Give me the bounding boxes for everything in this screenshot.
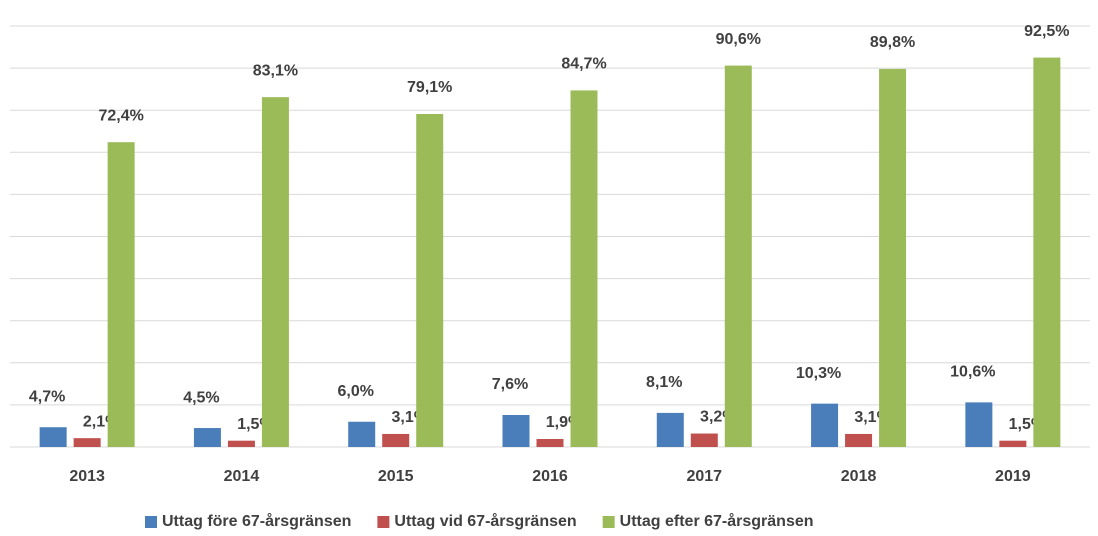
legend-swatch: [377, 516, 390, 528]
data-label: 89,8%: [870, 34, 915, 51]
x-tick-label: 2014: [224, 468, 260, 485]
legend-label: Uttag vid 67-årsgränsen: [394, 512, 576, 530]
bar: [39, 427, 67, 447]
bar: [845, 433, 873, 447]
legend-swatch: [602, 516, 615, 528]
data-label: 10,6%: [950, 364, 995, 381]
data-label: 8,1%: [646, 374, 682, 391]
bar: [227, 440, 255, 447]
legend-label: Uttag efter 67-årsgränsen: [620, 512, 814, 530]
x-tick-label: 2019: [995, 468, 1031, 485]
x-tick-label: 2015: [378, 468, 414, 485]
bar: [502, 415, 530, 447]
bar: [879, 68, 907, 447]
data-label: 4,5%: [183, 389, 219, 406]
bar: [965, 402, 993, 447]
legend-swatch: [145, 516, 157, 528]
data-label: 10,3%: [796, 365, 841, 382]
bar: [416, 113, 444, 447]
legend-label: Uttag före 67-årsgränsen: [162, 512, 351, 530]
bar: [656, 412, 684, 447]
bar: [811, 403, 839, 447]
bar: [690, 433, 718, 447]
x-tick-label: 2016: [532, 468, 568, 485]
data-label: 90,6%: [716, 31, 761, 48]
bar: [261, 97, 289, 448]
bar: [1033, 57, 1061, 447]
data-label: 7,6%: [492, 376, 528, 393]
bar: [999, 440, 1027, 447]
bar: [570, 90, 598, 448]
data-label: 79,1%: [407, 79, 452, 96]
x-tick-label: 2017: [686, 468, 722, 485]
data-label: 4,7%: [29, 388, 65, 405]
bar: [382, 433, 410, 447]
bar: [107, 142, 135, 448]
data-label: 92,5%: [1024, 23, 1069, 40]
bar: [348, 421, 376, 447]
data-label: 6,0%: [337, 383, 373, 400]
data-label: 83,1%: [253, 62, 298, 79]
bar: [193, 428, 221, 447]
data-label: 72,4%: [98, 107, 143, 124]
bar: [536, 439, 564, 447]
bar: [724, 65, 752, 447]
x-tick-label: 2013: [69, 468, 105, 485]
data-label: 84,7%: [561, 56, 606, 73]
x-tick-label: 2018: [841, 468, 877, 485]
bar: [73, 438, 101, 447]
